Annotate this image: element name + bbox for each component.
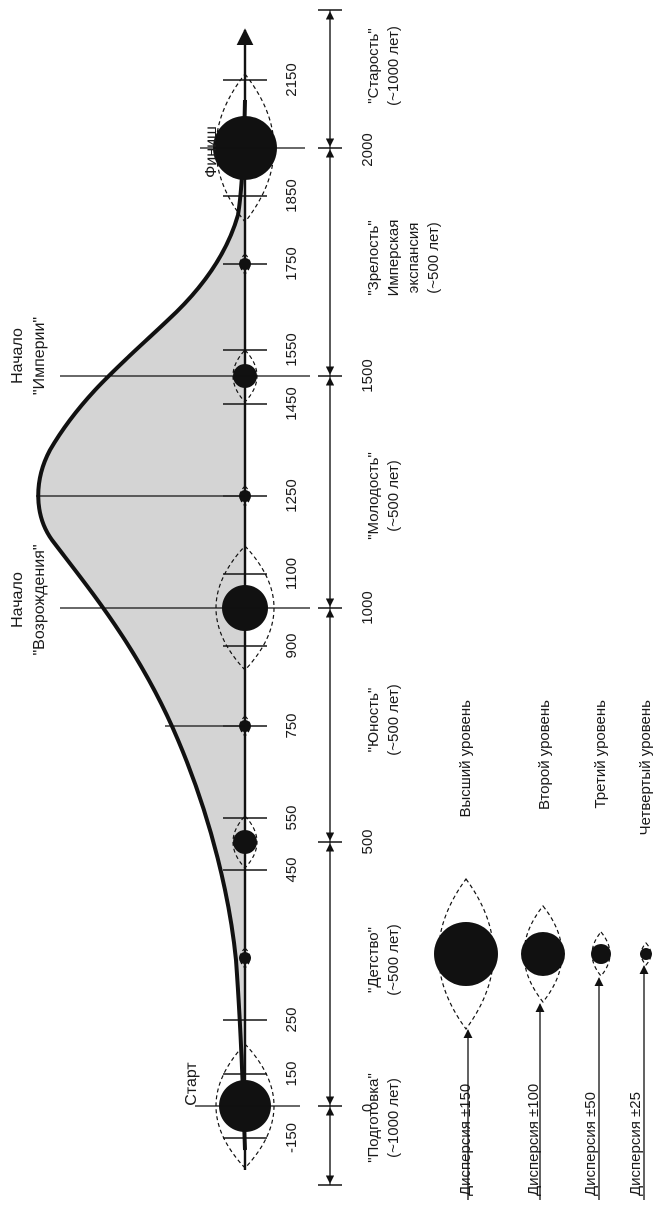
event-renaissance-line: "Возрождения" [31,544,48,655]
phase-label-preparation: "Подготовка" (~1000 лет) [365,1073,402,1163]
legend-dispersion-label: Дисперсия ±25 [627,1092,644,1196]
phase-line: (~500 лет) [385,460,402,531]
event-finish-label: Финиш [203,126,220,178]
event-renaissance-line: Начало [9,572,26,628]
phase-line: "Зрелость" [365,220,382,295]
tick-label: 2000 [359,133,376,166]
legend-labels: Высший уровень Второй уровень Третий уро… [457,700,653,1196]
event-empire-line: Начало [9,328,26,384]
phase-line: (~500 лет) [425,222,442,293]
legend-top-level-lens [437,877,495,1031]
tick-label: 250 [283,1007,300,1032]
phase-line: (~500 лет) [385,684,402,755]
tick-label: 2150 [283,63,300,96]
tick-labels: -150 0 150 250 450 500 550 750 900 1000 … [283,63,376,1153]
phase-line: "Подготовка" [365,1073,382,1163]
tick-label: 550 [283,805,300,830]
legend-dispersion-label: Дисперсия ±100 [525,1084,542,1196]
tick-label: 1850 [283,179,300,212]
tick-label: 0 [359,1104,376,1112]
phase-label-maturity: "Зрелость" Имперская экспансия (~500 лет… [365,220,442,297]
phase-line: "Старость" [365,28,382,103]
phase-label-youth: "Юность" (~500 лет) [365,684,402,755]
disc-500 [233,830,257,854]
tick-label: 1450 [283,387,300,420]
tick-label: 1250 [283,479,300,512]
tick-label: 1100 [283,558,300,590]
legend-dispersion-label: Дисперсия ±50 [582,1092,599,1196]
growth-curve-line [36,99,247,1151]
legend-top-level-disc [434,922,498,986]
tick-label: 1500 [359,359,376,392]
phase-line: (~1000 лет) [385,1078,402,1158]
legend-level-label: Высший уровень [457,700,474,818]
event-start-label: Старт [183,1062,200,1106]
tick-label: 1750 [283,247,300,280]
legend-second-level-lens [523,905,563,1003]
phase-line: (~500 лет) [385,924,402,995]
tick-label: 900 [283,633,300,658]
legend-third-level-disc [591,944,611,964]
tick-label: 450 [283,857,300,882]
tick-label: 1000 [359,591,376,624]
tick-label: 150 [283,1061,300,1086]
event-empire-line: "Империи" [31,317,48,395]
phase-line: экспансия [405,223,422,294]
growth-curve-area [38,100,245,1150]
legend-level-label: Четвертый уровень [637,700,653,836]
tick-label: 1550 [283,333,300,366]
phase-line: "Детство" [365,927,382,993]
phase-line: Имперская [385,220,402,297]
tick-label: -150 [283,1123,300,1153]
legend-fourth-level-disc [640,948,652,960]
phase-label-childhood: "Детство" (~500 лет) [365,924,402,995]
disc-1750 [239,258,251,270]
disc-250 [239,952,251,964]
legend-level-label: Второй уровень [536,700,553,810]
phase-label-adolescence: "Молодость" (~500 лет) [365,452,402,540]
phase-line: (~1000 лет) [385,26,402,106]
phase-line: "Молодость" [365,452,382,540]
event-empire-label: Начало "Империи" [9,317,48,395]
tick-label: 750 [283,713,300,738]
legend-fourth-level-lens [640,942,652,966]
phase-label-old-age: "Старость" (~1000 лет) [365,26,402,106]
legend-dispersion-label: Дисперсия ±150 [457,1084,474,1196]
legend-third-level-lens [591,931,611,977]
tick-label: 500 [359,829,376,854]
legend-second-level-disc [521,932,565,976]
legend-level-label: Третий уровень [592,700,609,809]
phase-line: "Юность" [365,688,382,753]
event-renaissance-label: Начало "Возрождения" [9,544,48,655]
